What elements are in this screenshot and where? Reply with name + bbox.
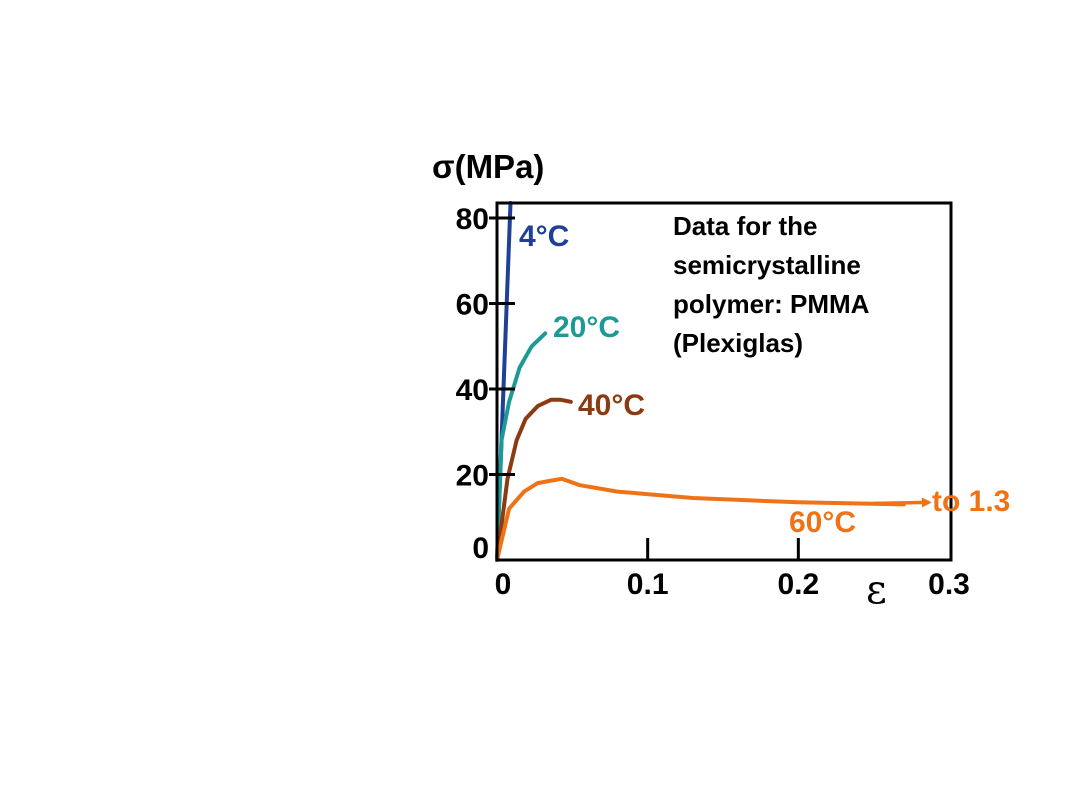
annotation-line: (Plexiglas) [673,328,803,358]
annotation-line: polymer: PMMA [673,289,870,319]
continuation-arrow [873,497,932,508]
x-tick-marks [646,538,800,560]
y-tick-marks [489,216,515,476]
y-tick-label: 0 [472,532,489,565]
y-tick-labels: 0 20 40 60 80 [456,203,489,565]
x-axis-label: ε [866,567,887,613]
series-label-20c: 20°C [553,311,620,344]
y-axis-label: σ(MPa) [432,148,544,185]
x-tick-label: 0.3 [928,568,970,601]
series-line-40c [495,397,573,562]
y-tick-label: 60 [456,289,489,322]
y-tick-label: 20 [456,460,489,493]
series-label-4c: 4°C [519,220,569,253]
annotation-line: semicrystalline [673,250,861,280]
series-line-60c [495,476,906,562]
x-tick-label: 0.2 [777,568,819,601]
x-tick-label: 0.1 [627,568,669,601]
series-layer [495,201,906,562]
arrow-label: to 1.3 [932,485,1010,518]
series-line-20c [495,331,548,562]
x-tick-labels: 0 0.1 0.2 0.3 [495,568,970,601]
y-tick-label: 80 [456,203,489,236]
series-label-60c: 60°C [789,506,856,539]
plot-frame [495,201,953,562]
y-tick-label: 40 [456,374,489,407]
annotation-line: Data for the [673,211,817,241]
annotation-text: Data for the semicrystalline polymer: PM… [673,211,876,358]
x-tick-label: 0 [495,568,512,601]
series-label-40c: 40°C [578,389,645,422]
